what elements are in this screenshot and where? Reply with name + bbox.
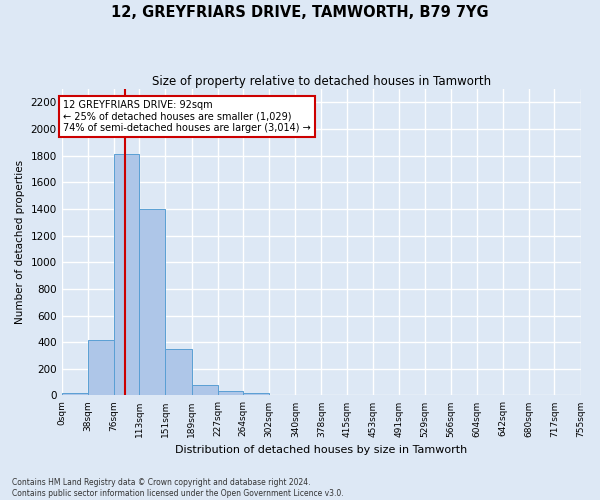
Bar — [139, 209, 166, 396]
X-axis label: Distribution of detached houses by size in Tamworth: Distribution of detached houses by size … — [175, 445, 467, 455]
Text: Contains HM Land Registry data © Crown copyright and database right 2024.
Contai: Contains HM Land Registry data © Crown c… — [12, 478, 344, 498]
Y-axis label: Number of detached properties: Number of detached properties — [15, 160, 25, 324]
Bar — [62, 394, 88, 396]
Bar — [166, 349, 191, 396]
Bar — [218, 392, 243, 396]
Bar — [243, 393, 269, 396]
Bar — [88, 340, 114, 396]
Bar — [114, 154, 139, 396]
Bar — [191, 385, 218, 396]
Title: Size of property relative to detached houses in Tamworth: Size of property relative to detached ho… — [152, 75, 491, 88]
Text: 12 GREYFRIARS DRIVE: 92sqm
← 25% of detached houses are smaller (1,029)
74% of s: 12 GREYFRIARS DRIVE: 92sqm ← 25% of deta… — [63, 100, 311, 133]
Text: 12, GREYFRIARS DRIVE, TAMWORTH, B79 7YG: 12, GREYFRIARS DRIVE, TAMWORTH, B79 7YG — [111, 5, 489, 20]
